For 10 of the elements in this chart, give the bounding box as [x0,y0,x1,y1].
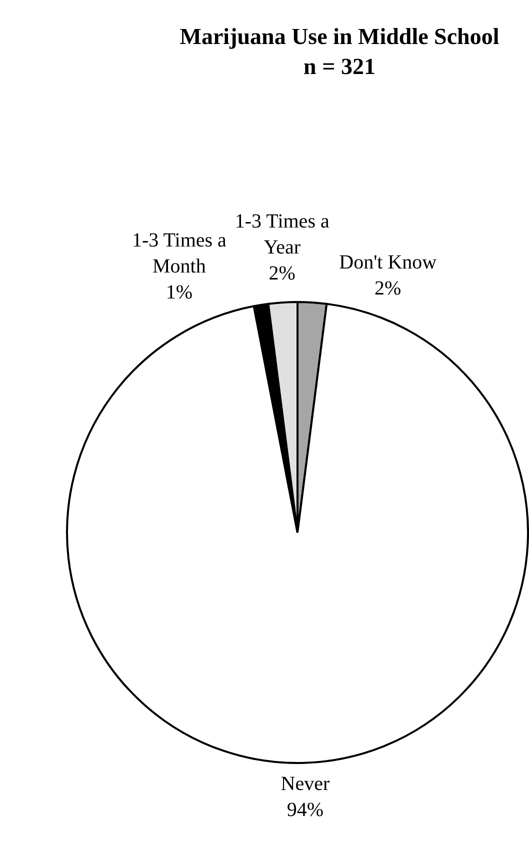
data-label: 2% [374,278,402,300]
data-label: 94% [286,799,324,822]
data-label: 2% [268,262,296,285]
slice-label: Don't Know [339,252,438,274]
chart-subtitle: n = 321 [302,53,376,81]
data-label: 1% [166,281,193,304]
chart-title: Marijuana Use in Middle School [178,23,500,51]
slice-label: 1-3 Times a Year [234,210,330,259]
slice-label: Never [280,773,330,796]
slice-label: 1-3 Times a Month [132,229,227,278]
